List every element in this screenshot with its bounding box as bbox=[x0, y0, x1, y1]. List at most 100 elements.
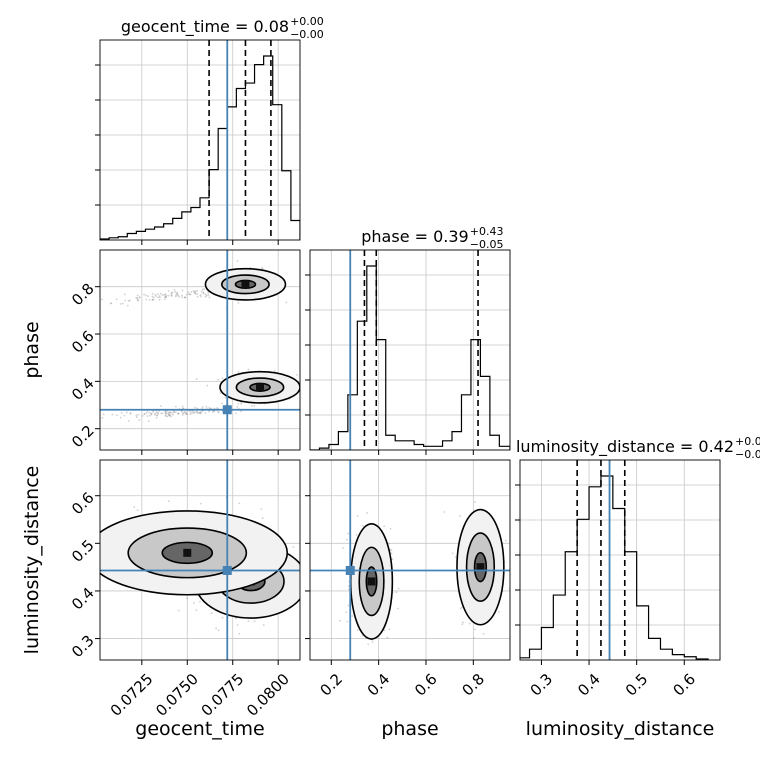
sample-point bbox=[199, 600, 201, 603]
sample-point bbox=[183, 412, 185, 415]
sample-point bbox=[154, 293, 157, 296]
panel-content bbox=[100, 460, 300, 660]
sample-point bbox=[247, 368, 250, 371]
x-tick-label: 0.0775 bbox=[198, 670, 248, 720]
sample-point bbox=[260, 508, 263, 511]
sample-point bbox=[150, 413, 153, 416]
y-tick-label: 0.5 bbox=[68, 536, 98, 566]
sample-point bbox=[168, 413, 171, 416]
sample-point bbox=[196, 289, 199, 292]
sample-point bbox=[157, 296, 160, 299]
x-tick-label: 0.0750 bbox=[152, 670, 202, 720]
sample-point bbox=[168, 411, 171, 414]
sample-point bbox=[148, 411, 151, 414]
sample-point bbox=[160, 412, 163, 415]
sample-point bbox=[397, 587, 400, 590]
sample-point bbox=[167, 500, 170, 503]
sample-point bbox=[347, 585, 350, 587]
sample-point bbox=[175, 405, 177, 408]
panel-geocent_time-vs-phase: 0.2 0.4 0.6 0.8 bbox=[68, 249, 301, 455]
sample-point bbox=[240, 410, 242, 413]
sample-point bbox=[221, 377, 224, 380]
sample-point bbox=[201, 288, 204, 291]
sample-point bbox=[157, 412, 160, 415]
sample-point bbox=[388, 542, 390, 545]
sample-point bbox=[119, 302, 122, 305]
sample-point bbox=[185, 597, 188, 600]
sample-point bbox=[208, 410, 210, 413]
sample-point bbox=[459, 607, 462, 610]
sample-point bbox=[95, 420, 97, 422]
sample-point bbox=[201, 406, 204, 409]
sample-point bbox=[198, 411, 201, 414]
sample-point bbox=[150, 412, 152, 415]
sample-point bbox=[156, 414, 159, 417]
sample-point bbox=[202, 291, 205, 294]
sample-point bbox=[443, 511, 446, 513]
sample-point bbox=[395, 591, 398, 594]
sample-point bbox=[171, 291, 174, 294]
sample-point bbox=[152, 410, 155, 413]
sample-point bbox=[165, 295, 167, 298]
y-tick-label: 0.4 bbox=[68, 374, 98, 404]
sample-point bbox=[238, 632, 241, 635]
sample-point bbox=[188, 293, 191, 296]
sample-point bbox=[191, 410, 194, 413]
sample-point bbox=[135, 414, 138, 417]
sample-point bbox=[143, 293, 145, 296]
sample-point bbox=[195, 411, 198, 413]
truth-marker bbox=[222, 565, 232, 575]
sample-point bbox=[213, 410, 216, 413]
sample-point bbox=[184, 296, 186, 299]
sample-point bbox=[148, 414, 151, 417]
sample-point bbox=[189, 411, 192, 414]
sample-point bbox=[273, 369, 276, 372]
sample-point bbox=[170, 291, 173, 294]
sample-point bbox=[383, 629, 386, 632]
panel-content bbox=[310, 250, 510, 450]
sample-point bbox=[167, 290, 170, 292]
sample-point bbox=[133, 506, 136, 508]
sample-point bbox=[101, 416, 104, 419]
sample-point bbox=[165, 411, 167, 414]
sample-point bbox=[177, 412, 179, 415]
sample-point bbox=[174, 291, 177, 294]
panel-frame bbox=[99, 249, 301, 451]
sample-point bbox=[172, 411, 175, 414]
sample-point bbox=[137, 299, 140, 302]
x-tick-label: 0.2 bbox=[316, 670, 346, 700]
sample-point bbox=[147, 295, 150, 298]
sample-point bbox=[185, 412, 188, 415]
sample-point bbox=[389, 527, 392, 530]
sample-point bbox=[136, 297, 139, 299]
sample-point bbox=[174, 411, 177, 414]
histogram-phase bbox=[310, 265, 510, 450]
sample-point bbox=[164, 296, 167, 299]
sample-point bbox=[158, 299, 161, 301]
sample-point bbox=[339, 619, 342, 622]
sample-point bbox=[164, 411, 167, 413]
sample-point bbox=[194, 291, 196, 294]
panel-frame bbox=[309, 249, 511, 451]
sample-point bbox=[168, 413, 171, 416]
x-axis-label-geocent_time: geocent_time bbox=[135, 718, 264, 740]
sample-point bbox=[167, 412, 170, 415]
sample-point bbox=[181, 412, 184, 414]
sample-point bbox=[123, 293, 126, 296]
sample-point bbox=[386, 636, 389, 639]
sample-point bbox=[158, 296, 161, 299]
sample-point bbox=[224, 396, 227, 399]
sample-point bbox=[194, 290, 197, 293]
sample-point bbox=[473, 637, 475, 639]
x-tick-label: 0.4 bbox=[574, 670, 604, 700]
sample-point bbox=[177, 609, 180, 612]
sample-point bbox=[164, 415, 167, 418]
panel-content bbox=[310, 460, 510, 660]
sample-point bbox=[211, 411, 214, 413]
y-tick-label: 0.3 bbox=[68, 632, 98, 662]
sample-point bbox=[219, 392, 222, 395]
sample-point bbox=[215, 627, 218, 630]
sample-point bbox=[74, 418, 76, 420]
